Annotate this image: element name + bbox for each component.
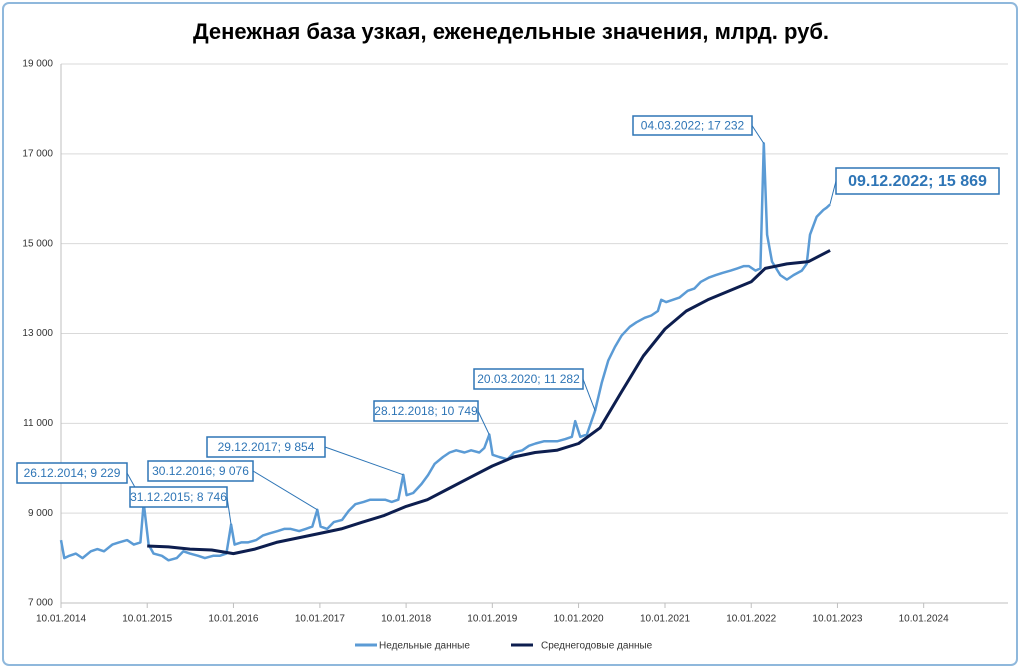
annotation-box — [129, 486, 228, 508]
y-tick-label: 13 000 — [22, 328, 53, 339]
y-tick-label: 9 000 — [28, 508, 53, 519]
y-tick-label: 11 000 — [23, 418, 53, 429]
annotation-label: 29.12.2017; 9 854 — [218, 440, 315, 454]
annotation-box — [16, 462, 128, 484]
annotation-box — [373, 400, 479, 422]
annotation-leader — [252, 470, 318, 511]
annotation-leader — [582, 378, 596, 411]
y-tick-label: 17 000 — [22, 148, 53, 159]
annotation-box — [835, 167, 1000, 195]
annotation-label: 20.03.2020; 11 282 — [477, 372, 580, 386]
y-tick-label: 7 000 — [28, 598, 53, 609]
series-line — [59, 142, 831, 562]
legend-label: Среднегодовые данные — [541, 641, 653, 652]
annotation-leader — [751, 125, 765, 144]
annotation-label: 28.12.2018; 10 749 — [374, 404, 478, 418]
annotation-box — [147, 460, 254, 482]
x-tick-label: 10.01.2021 — [640, 614, 690, 625]
annotation-leader — [477, 410, 490, 435]
x-tick-label: 10.01.2017 — [295, 614, 345, 625]
x-tick-label: 10.01.2022 — [726, 614, 776, 625]
annotation-box — [632, 115, 753, 136]
x-tick-label: 10.01.2014 — [36, 614, 86, 625]
series-line — [147, 249, 831, 556]
annotation-label: 26.12.2014; 9 229 — [24, 466, 121, 480]
annotation-label: 31.12.2015; 8 746 — [130, 490, 227, 504]
annotation-leader — [829, 180, 837, 205]
x-tick-label: 10.01.2016 — [208, 614, 258, 625]
x-tick-label: 10.01.2019 — [467, 614, 517, 625]
annotation-label: 30.12.2016; 9 076 — [152, 464, 249, 478]
annotation-label: 09.12.2022; 15 869 — [848, 173, 987, 190]
x-tick-label: 10.01.2020 — [554, 614, 604, 625]
annotation-box — [206, 436, 326, 458]
x-tick-label: 10.01.2015 — [122, 614, 172, 625]
y-tick-label: 15 000 — [22, 238, 53, 249]
chart-title: Денежная база узкая, еженедельные значен… — [193, 19, 829, 44]
x-tick-label: 10.01.2024 — [899, 614, 949, 625]
y-tick-label: 19 000 — [22, 59, 53, 70]
annotation-leader — [324, 446, 404, 476]
legend-label: Недельные данные — [379, 641, 470, 652]
x-tick-label: 10.01.2023 — [812, 614, 862, 625]
annotation-label: 04.03.2022; 17 232 — [641, 119, 745, 133]
annotation-box — [473, 368, 584, 390]
x-tick-label: 10.01.2018 — [381, 614, 431, 625]
